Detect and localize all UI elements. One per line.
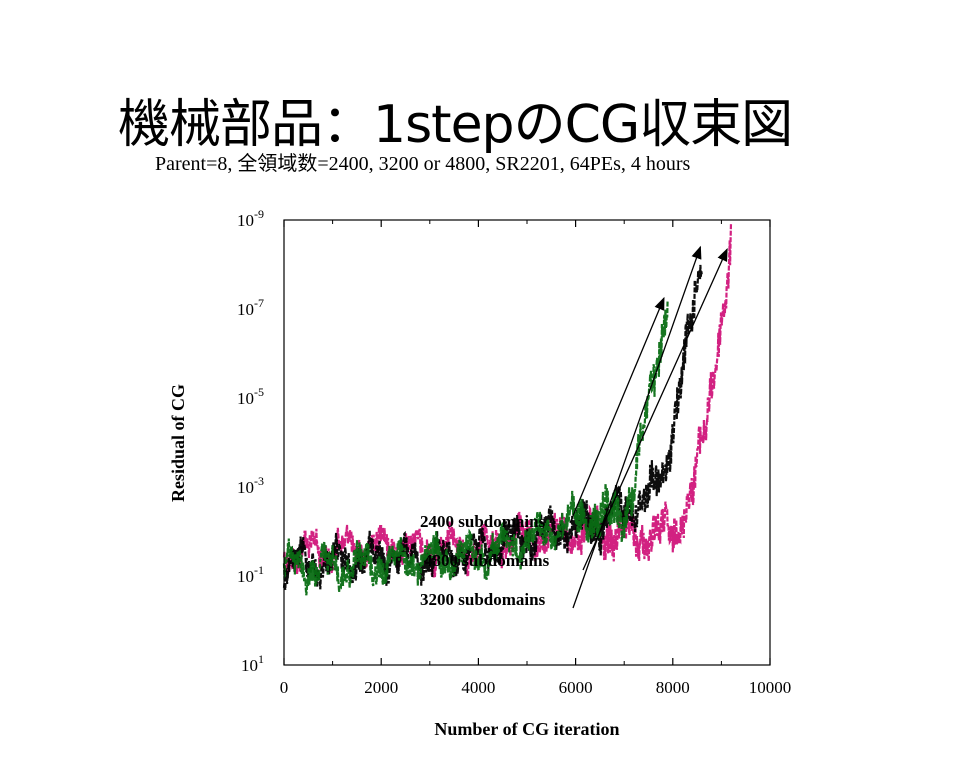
- annotation-2400: 2400 subdomains: [420, 512, 546, 531]
- y-tick-label: 10-7: [237, 296, 264, 319]
- x-tick-label: 6000: [559, 678, 593, 697]
- annotation-arrow: [582, 247, 728, 571]
- y-tick-label: 10-5: [237, 385, 264, 408]
- annotation-4800: 4800 subdomains: [424, 551, 550, 570]
- annotation-arrow: [572, 245, 702, 609]
- y-tick-label: 10-3: [237, 474, 264, 497]
- x-tick-label: 4000: [461, 678, 495, 697]
- y-axis-title: Residual of CG: [168, 384, 188, 502]
- x-tick-label: 0: [280, 678, 289, 697]
- y-tick-label: 10-9: [237, 207, 264, 230]
- annotation-3200: 3200 subdomains: [420, 590, 546, 609]
- x-tick-label: 10000: [749, 678, 792, 697]
- annotation-arrow: [569, 296, 665, 524]
- y-tick-label: 101: [241, 652, 264, 675]
- x-axis-title: Number of CG iteration: [434, 719, 619, 739]
- series-line-2400: [282, 300, 669, 596]
- slide-subtitle: Parent=8, 全領域数=2400, 3200 or 4800, SR220…: [155, 153, 691, 175]
- x-tick-label: 8000: [656, 678, 690, 697]
- slide-title: 機械部品：1stepのCG収束図: [118, 95, 793, 155]
- x-tick-label: 2000: [364, 678, 398, 697]
- y-tick-label: 10-1: [237, 563, 264, 586]
